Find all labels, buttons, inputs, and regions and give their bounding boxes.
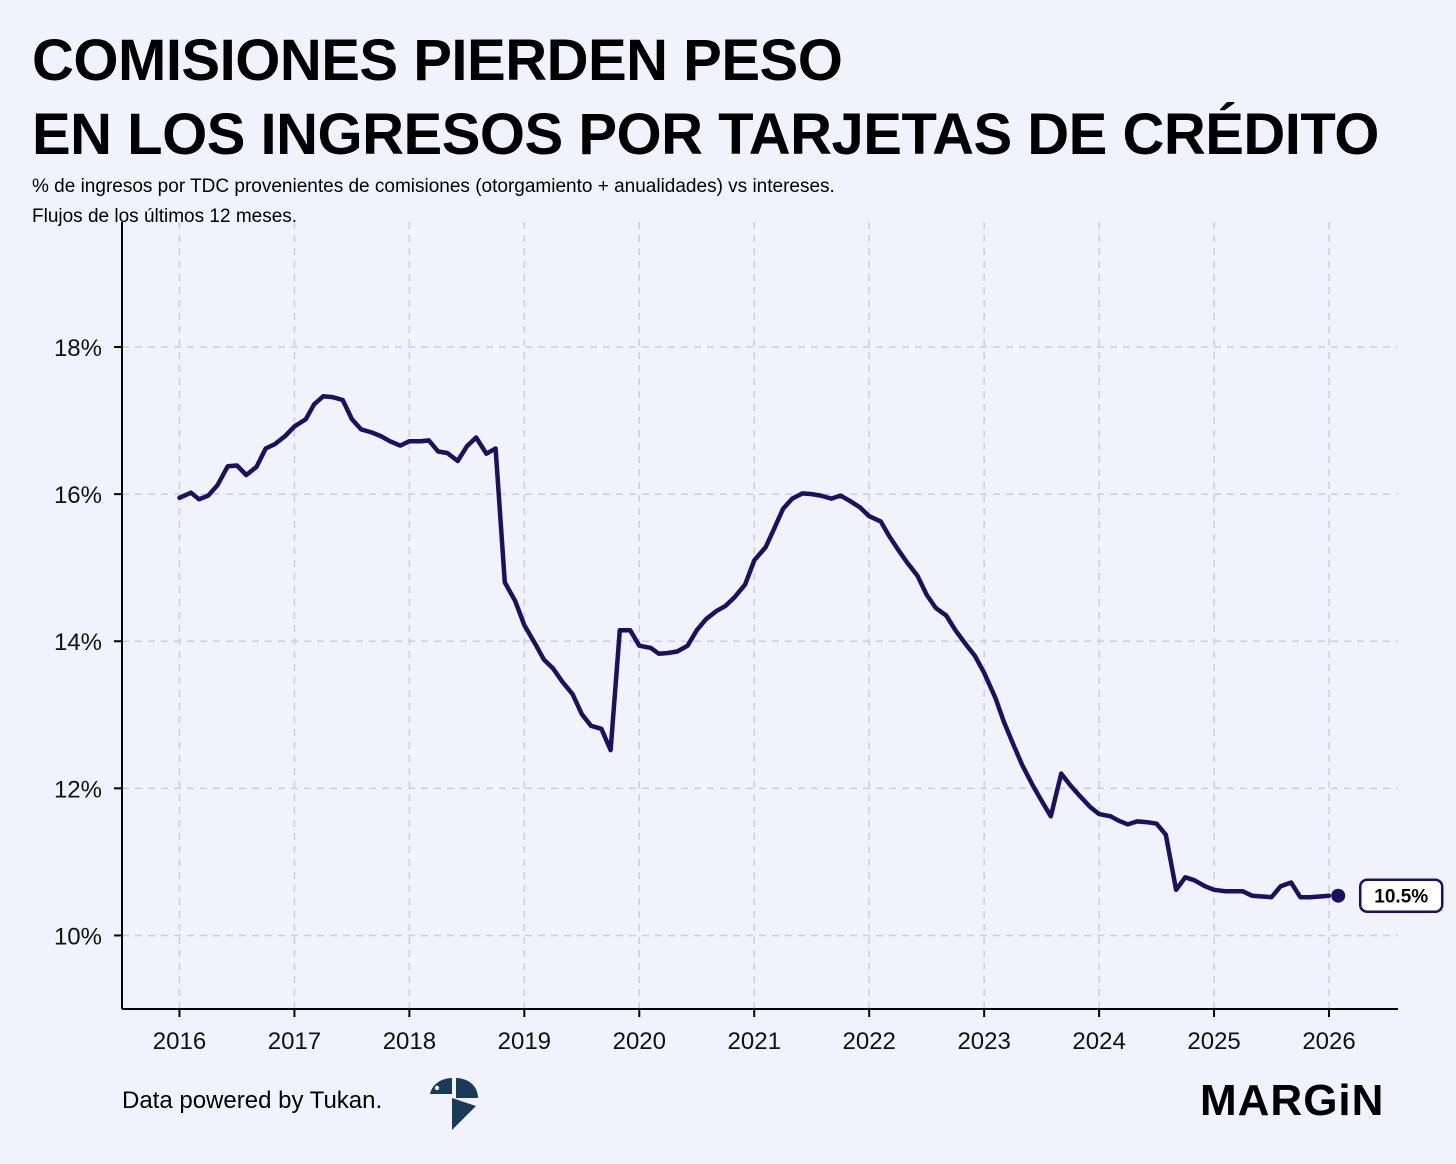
data-credit: Data powered by Tukan. (122, 1087, 383, 1114)
end-value-label: 10.5% (1374, 887, 1428, 908)
x-tick-label-2020: 2020 (613, 1028, 666, 1055)
tukan-logo-icon (430, 1078, 478, 1130)
y-tick-label-18: 18% (54, 335, 102, 362)
margin-brand-logo: MARGiN (1200, 1076, 1385, 1125)
chart-title: COMISIONES PIERDEN PESO EN LOS INGRESOS … (32, 24, 1379, 172)
x-tick-label-2022: 2022 (843, 1028, 896, 1055)
end-value-box (1358, 878, 1444, 913)
end-point-marker (1331, 888, 1346, 903)
x-tick-label-2018: 2018 (383, 1028, 436, 1055)
chart-title-line-2: EN LOS INGRESOS POR TARJETAS DE CRÉDITO (32, 102, 1379, 167)
y-ticks: 10% 12% 14% 16% 18% (54, 335, 122, 950)
chart-subtitle-line-2: Flujos de los últimos 12 meses. (32, 206, 298, 227)
x-tick-label-2021: 2021 (728, 1028, 781, 1055)
grid (122, 222, 1398, 1009)
x-tick-label-2024: 2024 (1072, 1028, 1125, 1055)
x-ticks: 2016 2017 2018 2019 2020 2021 2022 2023 2024 2025… (153, 1009, 1356, 1055)
x-tick-label-2023: 2023 (957, 1028, 1010, 1055)
chart-subtitle: % de ingresos por TDC provenientes de co… (32, 172, 835, 232)
y-tick-label-12: 12% (54, 776, 102, 803)
y-tick-label-16: 16% (54, 482, 102, 509)
end-value-callout: 10.5% (1358, 878, 1444, 913)
x-tick-label-2026: 2026 (1302, 1028, 1355, 1055)
y-tick-label-10: 10% (54, 923, 102, 950)
axes (121, 222, 1398, 1010)
series-line (177, 394, 1332, 900)
x-tick-label-2017: 2017 (268, 1028, 321, 1055)
x-tick-label-2016: 2016 (153, 1028, 206, 1055)
chart-title-line-1: COMISIONES PIERDEN PESO (32, 28, 843, 93)
y-tick-label-14: 14% (54, 629, 102, 656)
x-tick-label-2019: 2019 (498, 1028, 551, 1055)
chart-subtitle-line-1: % de ingresos por TDC provenientes de co… (32, 176, 835, 197)
x-tick-label-2025: 2025 (1187, 1028, 1240, 1055)
